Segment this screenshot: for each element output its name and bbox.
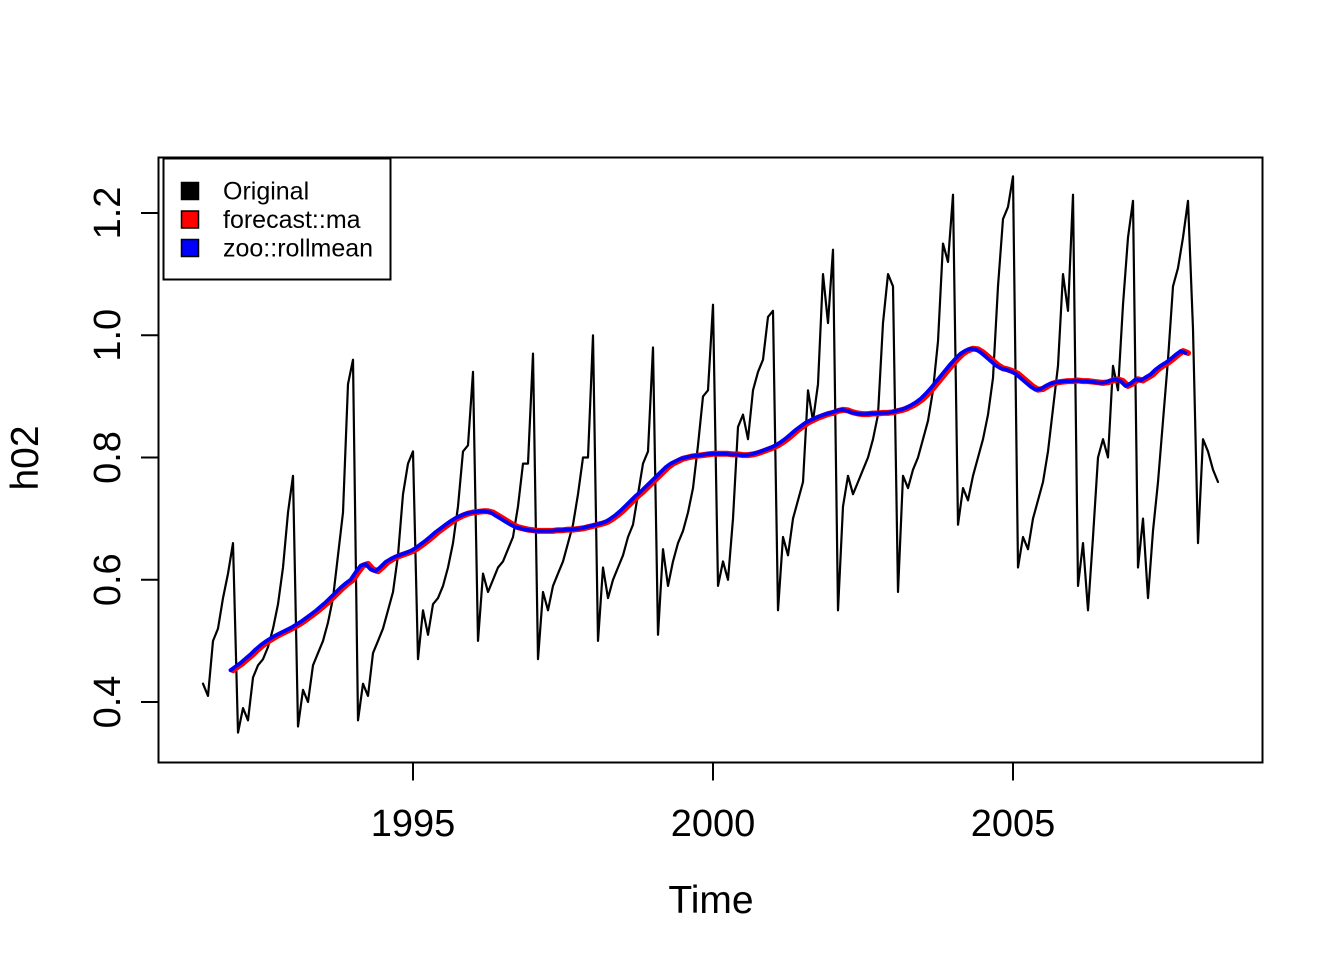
x-axis: 1995 2000 2005 (371, 762, 1056, 845)
legend: Original forecast::ma zoo::rollmean (162, 157, 392, 281)
y-tick-label: 0.4 (87, 676, 129, 729)
y-tick-label: 0.8 (87, 431, 129, 484)
legend-label-original: Original (223, 178, 309, 206)
x-tick-label: 2000 (671, 803, 756, 845)
y-tick-label: 1.0 (87, 309, 129, 362)
y-axis-title: h02 (4, 425, 47, 490)
legend-box (162, 157, 392, 281)
original-series-line (201, 175, 1220, 734)
legend-swatch-original (180, 181, 200, 201)
legend-swatch-forecast-ma (180, 210, 200, 229)
legend-swatch-zoo-rollmean (180, 238, 200, 258)
y-tick-label: 0.6 (87, 553, 129, 606)
plot-border (157, 156, 1264, 764)
forecast-ma-line (230, 345, 1191, 674)
x-tick-label: 1995 (371, 803, 456, 845)
x-axis-title: Time (668, 879, 753, 922)
y-tick-label: 1.2 (87, 187, 129, 240)
legend-label-forecast-ma: forecast::ma (223, 206, 361, 234)
legend-label-zoo-rollmean: zoo::rollmean (223, 235, 373, 263)
y-axis: 0.4 0.6 0.8 1.0 1.2 (87, 187, 159, 729)
x-tick-label: 2005 (971, 803, 1056, 845)
zoo-rollmean-line (228, 346, 1188, 673)
